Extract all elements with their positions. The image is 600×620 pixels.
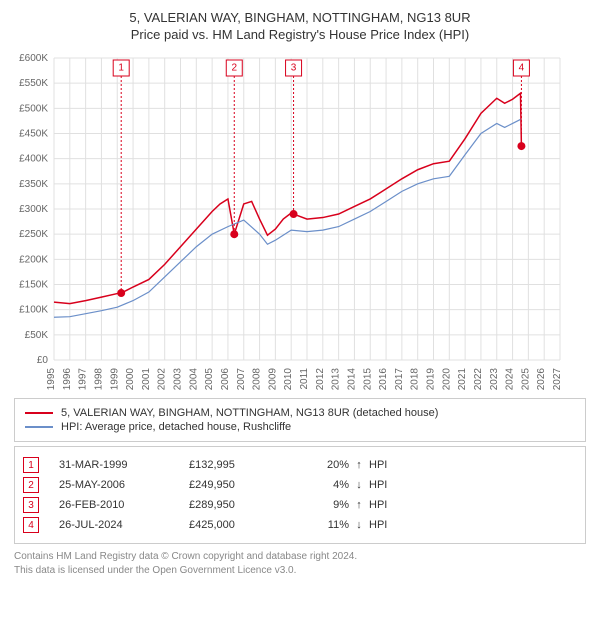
svg-text:2008: 2008 xyxy=(252,368,263,390)
svg-text:£0: £0 xyxy=(37,355,49,366)
svg-text:2026: 2026 xyxy=(536,368,547,390)
svg-text:2018: 2018 xyxy=(410,368,421,390)
svg-text:2002: 2002 xyxy=(157,368,168,390)
svg-text:1998: 1998 xyxy=(93,368,104,390)
svg-text:2010: 2010 xyxy=(283,368,294,390)
event-row: 2 25-MAY-2006£249,9504%↓HPI xyxy=(23,477,577,493)
svg-text:£200K: £200K xyxy=(19,254,48,265)
svg-text:2: 2 xyxy=(231,63,237,74)
event-arrow-icon: ↑ xyxy=(349,459,369,471)
chart-title: 5, VALERIAN WAY, BINGHAM, NOTTINGHAM, NG… xyxy=(10,10,590,42)
legend-item: HPI: Average price, detached house, Rush… xyxy=(25,421,575,433)
legend-swatch xyxy=(25,412,53,414)
svg-text:£600K: £600K xyxy=(19,53,48,64)
svg-text:2001: 2001 xyxy=(141,368,152,390)
event-marker-cell: 3 xyxy=(23,497,39,513)
title-line-2: Price paid vs. HM Land Registry's House … xyxy=(10,27,590,42)
svg-text:2025: 2025 xyxy=(520,368,531,390)
event-price: £289,950 xyxy=(189,499,289,511)
event-date: 26-JUL-2024 xyxy=(59,519,189,531)
svg-text:1999: 1999 xyxy=(109,368,120,390)
svg-text:2013: 2013 xyxy=(331,368,342,390)
svg-text:£500K: £500K xyxy=(19,103,48,114)
svg-text:1996: 1996 xyxy=(62,368,73,390)
event-pct: 20% xyxy=(289,459,349,471)
event-marker-cell: 1 xyxy=(23,457,39,473)
svg-text:2007: 2007 xyxy=(236,368,247,390)
svg-text:2023: 2023 xyxy=(489,368,500,390)
event-price: £132,995 xyxy=(189,459,289,471)
footer-attribution: Contains HM Land Registry data © Crown c… xyxy=(14,550,586,578)
event-date: 31-MAR-1999 xyxy=(59,459,189,471)
event-arrow-icon: ↓ xyxy=(349,479,369,491)
svg-text:2022: 2022 xyxy=(473,368,484,390)
svg-text:1: 1 xyxy=(118,63,124,74)
legend-label: 5, VALERIAN WAY, BINGHAM, NOTTINGHAM, NG… xyxy=(61,407,438,419)
event-price: £249,950 xyxy=(189,479,289,491)
svg-text:£550K: £550K xyxy=(19,78,48,89)
event-arrow-icon: ↑ xyxy=(349,499,369,511)
event-price: £425,000 xyxy=(189,519,289,531)
svg-text:2009: 2009 xyxy=(267,368,278,390)
svg-text:2003: 2003 xyxy=(173,368,184,390)
event-marker-cell: 4 xyxy=(23,517,39,533)
sales-events-table: 131-MAR-1999£132,99520%↑HPI225-MAY-2006£… xyxy=(14,446,586,544)
event-arrow-icon: ↓ xyxy=(349,519,369,531)
svg-text:2017: 2017 xyxy=(394,368,405,390)
event-marker-cell: 2 xyxy=(23,477,39,493)
svg-text:2020: 2020 xyxy=(441,368,452,390)
event-pct: 11% xyxy=(289,519,349,531)
svg-text:£150K: £150K xyxy=(19,280,48,291)
svg-text:2000: 2000 xyxy=(125,368,136,390)
legend-item: 5, VALERIAN WAY, BINGHAM, NOTTINGHAM, NG… xyxy=(25,407,575,419)
svg-text:2014: 2014 xyxy=(346,368,357,390)
event-dot-2 xyxy=(230,230,238,238)
event-hpi-label: HPI xyxy=(369,519,409,531)
legend-label: HPI: Average price, detached house, Rush… xyxy=(61,421,291,433)
event-date: 25-MAY-2006 xyxy=(59,479,189,491)
svg-text:2015: 2015 xyxy=(362,368,373,390)
svg-text:2016: 2016 xyxy=(378,368,389,390)
event-row: 3 26-FEB-2010£289,9509%↑HPI xyxy=(23,497,577,513)
event-hpi-label: HPI xyxy=(369,499,409,511)
legend: 5, VALERIAN WAY, BINGHAM, NOTTINGHAM, NG… xyxy=(14,398,586,442)
event-dot-4 xyxy=(517,142,525,150)
footer-line-2: This data is licensed under the Open Gov… xyxy=(14,564,586,578)
svg-text:2012: 2012 xyxy=(315,368,326,390)
event-row: 4 26-JUL-2024£425,00011%↓HPI xyxy=(23,517,577,533)
event-pct: 9% xyxy=(289,499,349,511)
footer-line-1: Contains HM Land Registry data © Crown c… xyxy=(14,550,586,564)
event-hpi-label: HPI xyxy=(369,459,409,471)
event-dot-3 xyxy=(290,210,298,218)
event-row: 1 31-MAR-1999£132,99520%↑HPI xyxy=(23,457,577,473)
svg-text:2011: 2011 xyxy=(299,368,310,390)
svg-text:£450K: £450K xyxy=(19,129,48,140)
svg-text:2024: 2024 xyxy=(505,368,516,390)
svg-text:£100K: £100K xyxy=(19,305,48,316)
svg-text:1995: 1995 xyxy=(46,368,57,390)
svg-text:2006: 2006 xyxy=(220,368,231,390)
event-pct: 4% xyxy=(289,479,349,491)
svg-text:£250K: £250K xyxy=(19,229,48,240)
svg-text:3: 3 xyxy=(291,63,297,74)
svg-text:2004: 2004 xyxy=(188,368,199,390)
svg-text:2019: 2019 xyxy=(426,368,437,390)
event-date: 26-FEB-2010 xyxy=(59,499,189,511)
svg-text:2005: 2005 xyxy=(204,368,215,390)
legend-swatch xyxy=(25,426,53,428)
svg-text:2027: 2027 xyxy=(552,368,563,390)
svg-text:£350K: £350K xyxy=(19,179,48,190)
svg-text:1997: 1997 xyxy=(78,368,89,390)
svg-text:£300K: £300K xyxy=(19,204,48,215)
event-dot-1 xyxy=(117,289,125,297)
title-line-1: 5, VALERIAN WAY, BINGHAM, NOTTINGHAM, NG… xyxy=(10,10,590,25)
svg-text:£50K: £50K xyxy=(25,330,49,341)
svg-text:2021: 2021 xyxy=(457,368,468,390)
svg-text:£400K: £400K xyxy=(19,154,48,165)
event-hpi-label: HPI xyxy=(369,479,409,491)
svg-text:4: 4 xyxy=(519,63,525,74)
price-chart: £0 £50K £100K £150K £200K £250K £300K £350K £400… xyxy=(10,50,590,390)
